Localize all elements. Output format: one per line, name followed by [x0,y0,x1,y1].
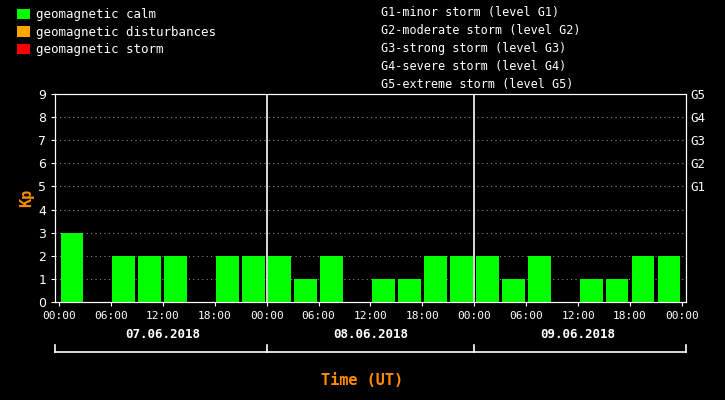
Legend: geomagnetic calm, geomagnetic disturbances, geomagnetic storm: geomagnetic calm, geomagnetic disturbanc… [17,8,216,56]
Bar [658,256,680,302]
Bar [476,256,499,302]
Bar [580,279,602,302]
Y-axis label: Kp: Kp [19,189,34,207]
Bar [605,279,629,302]
Bar [398,279,420,302]
Bar [450,256,473,302]
Bar [631,256,655,302]
Text: 07.06.2018: 07.06.2018 [125,328,200,340]
Text: 08.06.2018: 08.06.2018 [333,328,408,340]
Bar [268,256,291,302]
Bar [165,256,187,302]
Bar [502,279,525,302]
Bar [61,233,83,302]
Bar [320,256,343,302]
Bar [216,256,239,302]
Text: G1-minor storm (level G1)
G2-moderate storm (level G2)
G3-strong storm (level G3: G1-minor storm (level G1) G2-moderate st… [381,6,580,91]
Bar [294,279,317,302]
Text: 09.06.2018: 09.06.2018 [541,328,616,340]
Bar [112,256,136,302]
Bar [242,256,265,302]
Bar [138,256,161,302]
Bar [424,256,447,302]
Bar [528,256,550,302]
Text: Time (UT): Time (UT) [321,373,404,388]
Bar [372,279,395,302]
